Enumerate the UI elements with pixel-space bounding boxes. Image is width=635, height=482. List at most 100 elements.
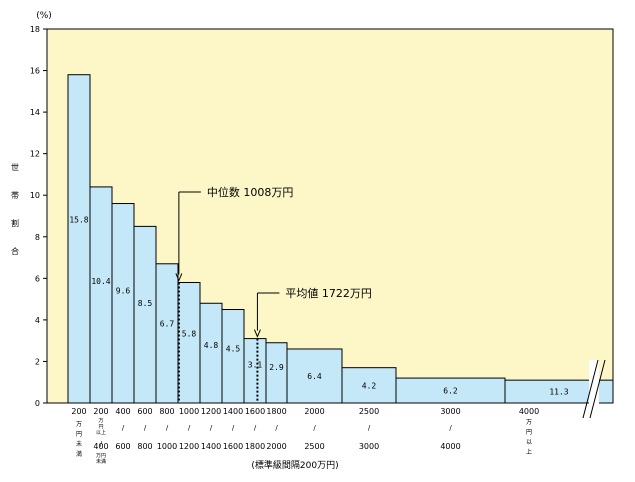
x-tick-label-bottom: 2000 (266, 442, 286, 451)
y-tick-label: 10 (30, 191, 40, 200)
x-tick-separator: / (166, 424, 169, 432)
x-tick-label-bottom: 3000 (359, 442, 379, 451)
x-tick-label-top: 200 (71, 407, 86, 416)
x-tick-label-bottom: 1000 (157, 442, 177, 451)
y-tick-label: 12 (30, 150, 40, 159)
x-tick-separator: / (254, 424, 257, 432)
x-unit-note: 万 (76, 421, 82, 428)
bar (341, 367, 397, 404)
x-tick-label-top: 1600 (245, 407, 265, 416)
bar-value-label: 5.8 (182, 330, 197, 339)
x-unit-note: 以上 (96, 429, 106, 436)
x-tick-label-top: 200 (93, 407, 108, 416)
x-unit-note: 以 (526, 439, 532, 446)
x-tick-label-top: 600 (137, 407, 152, 416)
x-unit-note: 未 (76, 440, 82, 448)
x-unit-note: 万 (98, 418, 103, 424)
bar (67, 74, 91, 404)
x-tick-label-bottom: 1800 (245, 442, 265, 451)
x-tick-label-top: 4000 (519, 407, 539, 416)
annotation-arrow (175, 273, 183, 282)
bar-value-label: 4.5 (226, 345, 241, 354)
y-tick-label: 6 (35, 274, 40, 283)
bar (133, 225, 157, 404)
bar-value-label: 9.6 (116, 286, 131, 295)
x-tick-separator: / (122, 424, 125, 432)
bar (504, 379, 614, 404)
bar (286, 348, 343, 404)
x-tick-label-bottom: 1600 (223, 442, 243, 451)
x-unit-note: 円 (76, 431, 82, 438)
y-tick-label: 14 (30, 108, 40, 117)
x-tick-label-top: 400 (115, 407, 130, 416)
y-axis-title-char: 割 (11, 218, 19, 228)
y-tick-label: 2 (35, 357, 40, 366)
bar (111, 203, 135, 404)
x-tick-label-bottom: 2500 (304, 442, 324, 451)
x-tick-label-bottom: 1400 (201, 442, 221, 451)
x-unit-note: 円 (526, 429, 532, 436)
bar-value-label: 6.2 (443, 387, 458, 396)
x-tick-label-bottom: 400 (93, 442, 108, 451)
y-axis-title-char: 帯 (11, 190, 19, 200)
x-tick-label-bottom: 600 (115, 442, 130, 451)
x-unit-note: 万 (526, 419, 532, 426)
axis-break-mark (582, 359, 599, 419)
x-tick-label-bottom: 4000 (440, 442, 460, 451)
y-tick-label: 16 (30, 67, 40, 76)
bar-value-label: 3.1 (248, 361, 263, 370)
y-axis-title-char: 世 (11, 162, 19, 172)
x-tick-label-bottom: 1200 (179, 442, 199, 451)
bar (265, 342, 288, 404)
y-axis-title-char: 合 (11, 246, 19, 256)
bar-value-label: 4.2 (362, 381, 377, 390)
bar-value-label: 11.3 (549, 388, 568, 397)
x-tick-label-top: 1000 (179, 407, 199, 416)
bar (221, 309, 245, 404)
bar (89, 186, 113, 404)
x-tick-label-top: 2500 (359, 407, 379, 416)
x-tick-label-top: 3000 (440, 407, 460, 416)
x-tick-label-bottom: 800 (137, 442, 152, 451)
bar-value-label: 6.4 (307, 372, 322, 381)
bar (177, 281, 201, 404)
x-tick-separator: / (100, 440, 103, 448)
x-unit-note: 未満 (96, 458, 106, 465)
x-tick-label-top: 2000 (304, 407, 324, 416)
x-tick-label-top: 800 (159, 407, 174, 416)
annotation-arrow (253, 329, 261, 338)
bar (243, 338, 267, 404)
x-tick-separator: / (368, 424, 371, 432)
x-tick-separator: / (275, 424, 278, 432)
x-unit-note: 上 (526, 448, 532, 456)
axis-break-gap (589, 360, 599, 404)
x-unit-note: 万円 (96, 453, 106, 459)
x-tick-label-top: 1400 (223, 407, 243, 416)
axis-break-mark (589, 359, 606, 419)
bar-value-label: 10.4 (91, 277, 110, 286)
x-tick-label-top: 1800 (266, 407, 286, 416)
x-tick-separator: / (188, 424, 191, 432)
median-annotation: 中位数 1008万円 (207, 185, 294, 199)
y-tick-label: 8 (35, 233, 40, 242)
bar (199, 302, 223, 404)
mean-annotation: 平均値 1722万円 (285, 287, 372, 300)
y-tick-label: 0 (35, 399, 40, 408)
bar-value-label: 4.8 (204, 341, 219, 350)
x-tick-label-top: 1200 (201, 407, 221, 416)
x-tick-separator: / (144, 424, 147, 432)
x-unit-note: 円 (98, 424, 103, 430)
bar-value-label: 8.5 (138, 299, 153, 308)
y-tick-label: 18 (30, 25, 40, 34)
x-tick-separator: / (210, 424, 213, 432)
bar-value-label: 15.8 (69, 215, 88, 224)
bar-value-label: 6.7 (160, 319, 175, 328)
x-axis-note: (標準級間隔200万円) (251, 459, 338, 471)
x-tick-separator: / (313, 424, 316, 432)
bar-value-label: 2.9 (269, 363, 284, 372)
y-unit-label: (%) (36, 11, 52, 21)
y-tick-label: 4 (35, 316, 40, 325)
x-tick-separator: / (449, 424, 452, 432)
bar (395, 377, 506, 404)
